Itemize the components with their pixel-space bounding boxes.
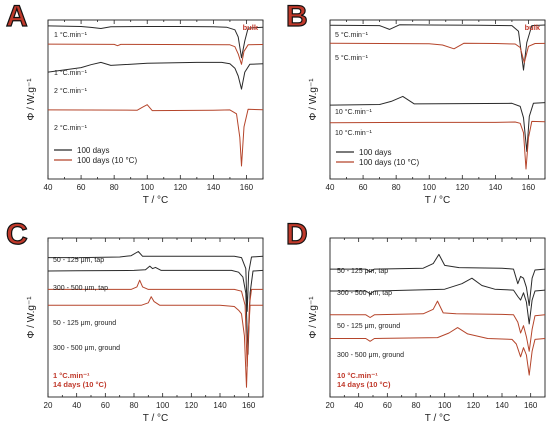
curve-label: 50 - 125 μm, ground xyxy=(53,320,116,327)
condition-annotation: 14 days (10 °C) xyxy=(337,380,391,389)
curve-label: 10 °C.min⁻¹ xyxy=(335,108,373,116)
panel-letter: D xyxy=(286,218,308,251)
x-tick-label: 80 xyxy=(130,401,139,410)
series-group xyxy=(330,24,545,170)
legend-label: 100 days (10 °C) xyxy=(359,158,419,167)
x-tick-label: 100 xyxy=(141,183,155,192)
series-line-3 xyxy=(48,61,263,90)
y-axis-label: Φ / W.g⁻¹ xyxy=(308,296,319,339)
series-line-1 xyxy=(330,253,545,307)
panel-D: 20 40 60 80 100 120 140 160 T / °C Φ / W.g⁻¹ 50 - … xyxy=(285,217,546,424)
series-group xyxy=(330,253,545,376)
panel-letter: C xyxy=(6,218,28,251)
series-line-2 xyxy=(330,42,545,64)
x-tick-label: 80 xyxy=(110,183,119,192)
corner-label: bulk xyxy=(525,23,541,32)
x-tick-label: 160 xyxy=(242,401,256,410)
condition-annotation: 10 °C.min⁻¹ xyxy=(337,371,378,380)
series-line-3 xyxy=(48,279,263,367)
x-tick-label: 80 xyxy=(392,183,401,192)
x-tick-label: 160 xyxy=(522,183,536,192)
x-tick-label: 140 xyxy=(207,183,221,192)
x-tick-label: 140 xyxy=(495,401,509,410)
series-line-2 xyxy=(330,277,545,325)
legend-label: 100 days (10 °C) xyxy=(77,156,137,165)
x-tick-label: 100 xyxy=(438,401,452,410)
x-tick-label: 40 xyxy=(326,183,335,192)
plot-frame xyxy=(47,237,264,398)
series-line-4 xyxy=(48,296,263,388)
panel-B: 40 60 80 100 120 140 160 T / °C Φ / W.g⁻¹ 5 °C.mi… xyxy=(285,0,546,206)
curve-label: 300 - 500 μm, tap xyxy=(53,285,108,292)
x-tick-label: 40 xyxy=(72,401,81,410)
x-tick-label: 100 xyxy=(423,183,437,192)
panel-letter: A xyxy=(6,0,28,33)
series-line-3 xyxy=(330,95,545,152)
curve-label: 10 °C.min⁻¹ xyxy=(335,129,373,137)
x-tick-label: 60 xyxy=(383,401,392,410)
x-tick-label: 140 xyxy=(489,183,503,192)
series-line-1 xyxy=(48,25,263,59)
y-axis-label: Φ / W.g⁻¹ xyxy=(26,296,37,339)
x-tick-label: 140 xyxy=(213,401,227,410)
curve-label: 300 - 500 μm, ground xyxy=(337,352,404,359)
x-tick-label: 160 xyxy=(524,401,538,410)
x-tick-label: 80 xyxy=(412,401,421,410)
panel-letter: B xyxy=(286,0,308,33)
series-line-2 xyxy=(48,265,263,355)
series-group xyxy=(48,251,263,388)
x-tick-label: 100 xyxy=(156,401,170,410)
condition-annotation: 14 days (10 °C) xyxy=(53,380,107,389)
curve-label: 50 - 125 μm, tap xyxy=(337,268,388,275)
x-tick-label: 40 xyxy=(44,183,53,192)
series-line-3 xyxy=(330,300,545,352)
x-tick-label: 60 xyxy=(101,401,110,410)
curve-label: 50 - 125 μm, tap xyxy=(53,257,104,264)
panel-C: 20 40 60 80 100 120 140 160 T / °C Φ / W.g⁻¹ 50 - … xyxy=(5,217,264,424)
curve-label: 1 °C.min⁻¹ xyxy=(54,31,88,39)
x-tick-label: 160 xyxy=(240,183,254,192)
panel-A: 40 60 80 100 120 140 160 T / °C Φ / W.g⁻¹ 1 °C.mi… xyxy=(5,0,264,206)
x-tick-label: 120 xyxy=(456,183,470,192)
condition-annotation: 1 °C.min⁻¹ xyxy=(53,371,90,380)
x-axis-label: T / °C xyxy=(425,195,450,206)
series-line-4 xyxy=(330,120,545,170)
y-axis-label: Φ / W.g⁻¹ xyxy=(308,78,319,121)
series-line-2 xyxy=(48,43,263,65)
x-tick-label: 60 xyxy=(359,183,368,192)
curve-label: 5 °C.min⁻¹ xyxy=(335,54,369,62)
x-axis-label: T / °C xyxy=(425,413,450,424)
series-line-1 xyxy=(330,24,545,71)
curve-label: 300 - 500 μm, ground xyxy=(53,345,120,352)
legend-label: 100 days xyxy=(77,146,109,155)
curve-label: 5 °C.min⁻¹ xyxy=(335,31,369,39)
x-axis-label: T / °C xyxy=(143,195,168,206)
corner-label: bulk xyxy=(243,23,259,32)
series-line-1 xyxy=(48,251,263,312)
x-tick-label: 60 xyxy=(77,183,86,192)
series-group xyxy=(48,25,263,167)
curve-label: 50 - 125 μm, ground xyxy=(337,323,400,330)
legend-label: 100 days xyxy=(359,148,391,157)
curve-label: 2 °C.min⁻¹ xyxy=(54,124,88,132)
x-tick-label: 120 xyxy=(185,401,199,410)
x-axis-label: T / °C xyxy=(143,413,168,424)
series-line-4 xyxy=(48,104,263,167)
plot-frame xyxy=(329,19,546,180)
y-axis-label: Φ / W.g⁻¹ xyxy=(26,78,37,121)
curve-label: 300 - 500 μm, tap xyxy=(337,290,392,297)
x-tick-label: 120 xyxy=(174,183,188,192)
x-tick-label: 20 xyxy=(326,401,335,410)
curve-label: 1 °C.min⁻¹ xyxy=(54,69,88,77)
x-tick-label: 20 xyxy=(44,401,53,410)
plot-frame xyxy=(47,19,264,180)
plot-frame xyxy=(329,237,546,398)
x-tick-label: 120 xyxy=(467,401,481,410)
series-line-4 xyxy=(330,327,545,376)
curve-label: 2 °C.min⁻¹ xyxy=(54,87,88,95)
x-tick-label: 40 xyxy=(354,401,363,410)
